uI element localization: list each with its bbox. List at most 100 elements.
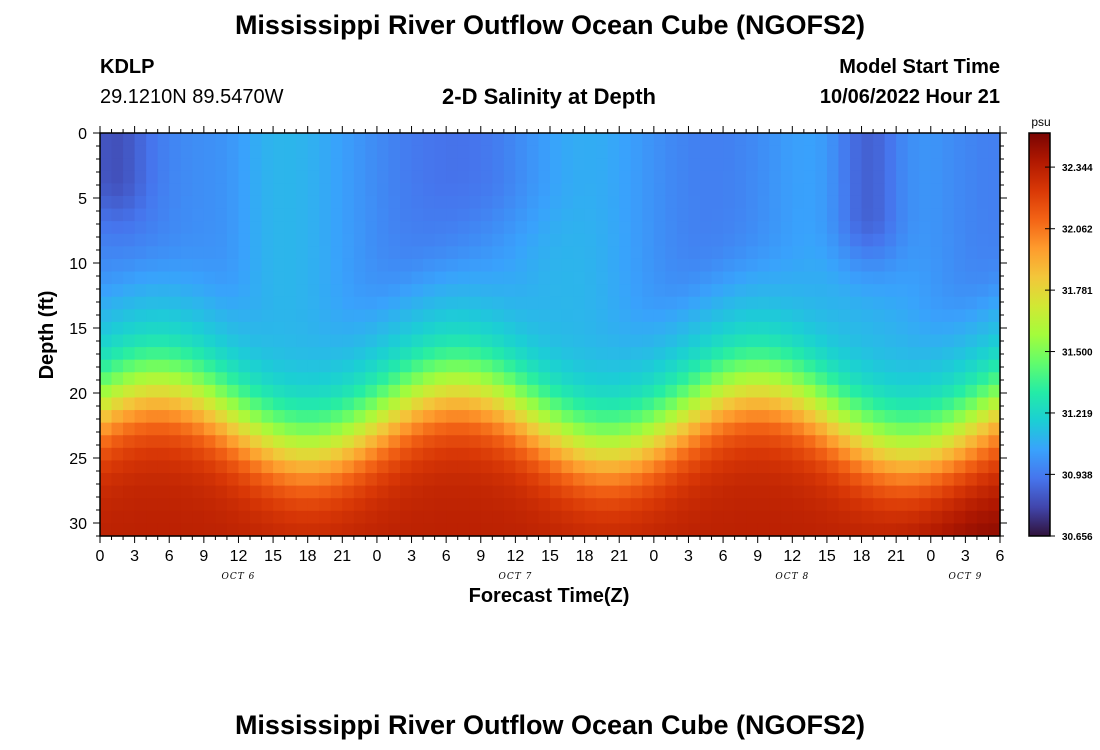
heatmap-cell [457,523,470,537]
heatmap-cell [123,296,136,310]
heatmap-cell [146,397,159,411]
heatmap-cell [342,133,355,147]
heatmap-cell [607,145,620,159]
heatmap-cell [884,498,897,512]
heatmap-cell [642,296,655,310]
heatmap-cell [226,485,240,499]
heatmap-cell [746,208,759,222]
heatmap-cell [953,384,966,399]
heatmap-cell [665,233,678,247]
heatmap-cell [838,158,851,172]
heatmap-cell [469,397,482,411]
heatmap-cell [538,447,551,462]
heatmap-cell [815,183,828,197]
heatmap-cell [884,221,897,235]
heatmap-cell [169,183,182,197]
heatmap-cell [965,473,978,487]
heatmap-cell [226,397,240,411]
heatmap-cell [965,372,978,386]
heatmap-cell [630,498,643,512]
heatmap-cell [134,246,147,260]
heatmap-cell [492,158,505,172]
heatmap-cell [700,296,713,310]
heatmap-cell [319,447,332,462]
salinity-heatmap [100,133,1001,537]
heatmap-cell [526,460,540,474]
heatmap-cell [653,258,666,273]
heatmap-cell [215,447,228,462]
heatmap-cell [711,271,724,285]
heatmap-cell [376,258,390,273]
heatmap-cell [584,523,597,537]
heatmap-cell [676,170,690,184]
heatmap-cell [630,523,643,537]
heatmap-cell [607,233,620,247]
heatmap-cell [169,485,182,499]
heatmap-cell [769,183,782,197]
heatmap-cell [307,384,320,399]
heatmap-cell [492,221,505,235]
heatmap-cell [134,410,147,424]
heatmap-cell [515,183,528,197]
heatmap-cell [584,246,597,260]
heatmap-cell [757,284,770,298]
heatmap-cell [388,233,401,247]
heatmap-cell [400,183,413,197]
heatmap-cell [111,473,124,487]
heatmap-cell [942,309,955,323]
heatmap-cell [723,258,736,273]
heatmap-cell [676,183,690,197]
heatmap-cell [296,208,309,222]
heatmap-cell [584,221,597,235]
heatmap-cell [411,208,424,222]
heatmap-cell [607,271,620,285]
heatmap-cell [988,397,1001,411]
heatmap-cell [942,498,955,512]
heatmap-cell [503,296,516,310]
heatmap-cell [734,473,747,487]
heatmap-cell [676,258,690,273]
heatmap-cell [700,170,713,184]
heatmap-cell [215,372,228,386]
heatmap-cell [250,183,263,197]
heatmap-cell [446,422,459,436]
heatmap-cell [942,447,955,462]
heatmap-cell [215,523,228,537]
heatmap-cell [573,221,586,235]
heatmap-cell [907,397,920,411]
heatmap-cell [826,435,840,449]
heatmap-cell [342,271,355,285]
heatmap-cell [723,485,736,499]
heatmap-cell [515,221,528,235]
heatmap-cell [850,258,863,273]
heatmap-cell [665,397,678,411]
heatmap-cell [930,246,943,260]
heatmap-cell [319,309,332,323]
heatmap-cell [250,397,263,411]
heatmap-cell [792,397,805,411]
heatmap-cell [261,473,274,487]
heatmap-cell [988,510,1001,524]
heatmap-cell [238,410,251,424]
heatmap-cell [284,309,297,323]
heatmap-cell [873,473,886,487]
heatmap-cell [907,347,920,361]
heatmap-cell [561,523,574,537]
heatmap-cell [111,334,124,348]
heatmap-cell [930,309,943,323]
heatmap-cell [584,158,597,172]
heatmap-cell [884,460,897,474]
heatmap-cell [596,284,609,298]
heatmap-cell [238,296,251,310]
heatmap-cell [850,460,863,474]
heatmap-cell [434,271,447,285]
heatmap-cell [861,158,874,172]
heatmap-cell [988,145,1001,159]
heatmap-cell [919,473,932,487]
heatmap-cell [907,321,920,336]
heatmap-cell [919,208,932,222]
heatmap-cell [861,183,874,197]
heatmap-cell [296,321,309,336]
heatmap-cell [746,195,759,210]
heatmap-cell [469,384,482,399]
